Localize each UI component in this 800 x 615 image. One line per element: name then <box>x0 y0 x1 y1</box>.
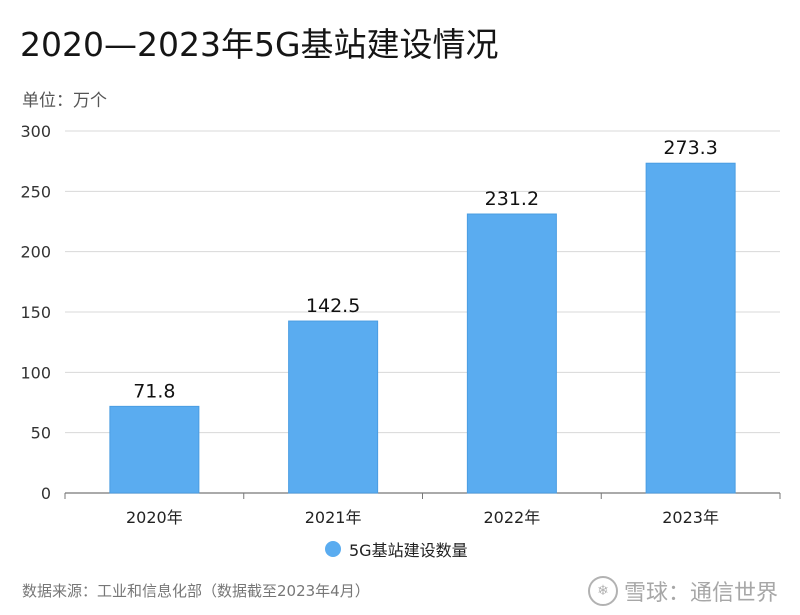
source-note: 数据来源：工业和信息化部（数据截至2023年4月） <box>22 582 370 600</box>
y-tick-label: 250 <box>20 182 51 201</box>
chart-title: 2020—2023年5G基站建设情况 <box>20 25 499 64</box>
bar <box>288 320 379 494</box>
y-tick-label: 100 <box>20 363 51 382</box>
x-tick-label: 2023年 <box>662 508 719 527</box>
x-tick-label: 2021年 <box>305 508 362 527</box>
data-label: 71.8 <box>133 380 175 402</box>
watermark-text: 雪球：通信世界 <box>623 581 778 606</box>
legend-swatch <box>325 541 341 557</box>
x-tick-label: 2022年 <box>484 508 541 527</box>
bar <box>109 405 200 494</box>
y-tick-label: 0 <box>41 484 51 503</box>
snowball-logo-icon: ❄ <box>587 576 618 606</box>
legend-label: 5G基站建设数量 <box>349 541 468 560</box>
data-label: 273.3 <box>663 137 717 159</box>
data-label: 142.5 <box>306 295 360 317</box>
x-tick-label: 2020年 <box>126 508 183 527</box>
data-label: 231.2 <box>485 188 539 210</box>
y-tick-label: 300 <box>20 122 51 141</box>
bar <box>466 213 557 494</box>
y-tick-label: 50 <box>31 424 51 443</box>
y-tick-label: 150 <box>20 303 51 322</box>
bar <box>645 162 736 494</box>
unit-label: 单位：万个 <box>22 91 107 111</box>
chart-legend: 5G基站建设数量 <box>325 537 468 561</box>
watermark: ❄ 雪球：通信世界 <box>587 575 778 607</box>
y-tick-label: 200 <box>20 243 51 262</box>
